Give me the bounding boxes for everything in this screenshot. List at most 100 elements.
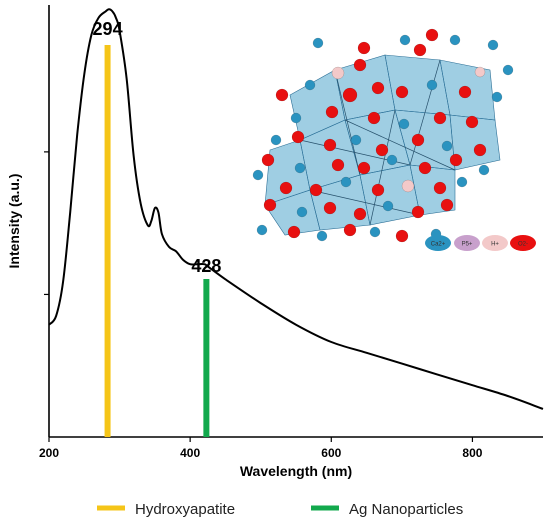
atom-sphere <box>252 169 264 181</box>
atom-sphere <box>502 64 514 76</box>
x-tick-label: 600 <box>321 446 341 460</box>
lattice-bond <box>309 189 421 216</box>
atom-sphere <box>350 134 362 146</box>
atom-sphere <box>411 133 425 147</box>
ion-legend-item: O2- <box>510 235 536 251</box>
marker-layer: 294 428 <box>93 19 221 437</box>
atom-sphere <box>287 225 301 239</box>
atom-sphere <box>449 153 463 167</box>
coordination-polyhedron <box>359 164 421 226</box>
ion-label: H+ <box>491 242 499 248</box>
atom-sphere <box>357 161 371 175</box>
atom-sphere <box>487 39 499 51</box>
atom-sphere <box>433 181 447 195</box>
ion-legend-item: H+ <box>482 235 508 251</box>
ion-label: O2- <box>518 242 528 248</box>
atom-sphere <box>395 229 409 243</box>
x-tick-label: 800 <box>462 446 482 460</box>
atom-sphere <box>342 87 358 103</box>
atom-sphere <box>458 85 472 99</box>
atom-sphere <box>316 230 328 242</box>
legend-label: Hydroxyapatite <box>135 501 235 518</box>
atom-sphere <box>398 118 410 130</box>
marker-label-hydroxyapatite: 294 <box>93 19 123 39</box>
atom-sphere <box>309 183 323 197</box>
atom-sphere <box>353 58 367 72</box>
atom-sphere <box>296 206 308 218</box>
x-axis-label: Wavelength (nm) <box>240 463 352 479</box>
legend-label: Ag Nanoparticles <box>349 501 463 518</box>
ion-swatch <box>510 235 536 251</box>
atom-sphere <box>331 158 345 172</box>
atom-sphere <box>413 43 427 57</box>
atom-sphere <box>441 140 453 152</box>
x-tick-label: 400 <box>180 446 200 460</box>
atom-sphere <box>491 91 503 103</box>
atom-sphere <box>411 205 425 219</box>
atom-sphere <box>425 28 439 42</box>
ion-legend-item: Ca2+ <box>425 235 451 251</box>
marker-label-ag-nanoparticles: 428 <box>191 256 221 276</box>
atom-sphere <box>331 66 345 80</box>
atom-sphere <box>382 200 394 212</box>
atom-sphere <box>279 181 293 195</box>
ion-label: Ca2+ <box>431 242 446 248</box>
atom-sphere <box>474 66 486 78</box>
atom-sphere <box>256 224 268 236</box>
chart-legend: Hydroxyapatite Ag Nanoparticles <box>97 501 463 518</box>
y-axis-label: Intensity (a.u.) <box>6 174 22 269</box>
atom-sphere <box>473 143 487 157</box>
atom-sphere <box>465 115 479 129</box>
ion-swatch <box>482 235 508 251</box>
x-tick-label: 200 <box>39 446 59 460</box>
ion-label: P5+ <box>462 242 473 248</box>
atom-sphere <box>304 79 316 91</box>
atom-sphere <box>440 198 454 212</box>
lattice-bond <box>409 59 441 166</box>
atom-sphere <box>478 164 490 176</box>
atom-sphere <box>433 111 447 125</box>
lattice-bond <box>344 119 456 171</box>
lattice-bond <box>369 109 396 226</box>
atom-sphere <box>367 111 381 125</box>
atom-sphere <box>340 176 352 188</box>
legend-entry: Hydroxyapatite <box>97 501 235 518</box>
atom-sphere <box>426 79 438 91</box>
atom-sphere <box>353 207 367 221</box>
atom-sphere <box>290 112 302 124</box>
x-tick-labels: 200 400 600 800 <box>39 446 483 460</box>
legend-entry: Ag Nanoparticles <box>311 501 463 518</box>
atom-sphere <box>395 85 409 99</box>
atom-sphere <box>375 143 389 157</box>
atom-sphere <box>275 88 289 102</box>
lattice-bond <box>334 69 361 176</box>
atom-sphere <box>357 41 371 55</box>
atom-sphere <box>270 134 282 146</box>
atom-sphere <box>399 34 411 46</box>
coordination-polyhedron <box>449 114 501 171</box>
atom-sphere <box>312 37 324 49</box>
crystal-structure-inset <box>252 28 514 243</box>
atom-sphere <box>386 154 398 166</box>
atom-sphere <box>418 161 432 175</box>
series-layer <box>48 8 544 410</box>
atom-sphere <box>343 223 357 237</box>
atom-sphere <box>263 198 277 212</box>
atom-sphere <box>369 226 381 238</box>
atom-sphere <box>371 81 385 95</box>
atom-sphere <box>325 105 339 119</box>
atom-sphere <box>294 162 306 174</box>
ion-legend: Ca2+ P5+ H+ O2- <box>425 235 536 251</box>
atom-sphere <box>371 183 385 197</box>
atom-sphere <box>401 179 415 193</box>
atom-sphere <box>291 130 305 144</box>
atom-sphere <box>456 176 468 188</box>
coordination-polyhedron <box>384 54 451 116</box>
atom-sphere <box>261 153 275 167</box>
intensity-series-line <box>48 8 544 410</box>
atom-sphere <box>449 34 461 46</box>
axes-frame <box>44 5 543 442</box>
ion-swatch <box>454 235 480 251</box>
ion-swatch <box>425 235 451 251</box>
